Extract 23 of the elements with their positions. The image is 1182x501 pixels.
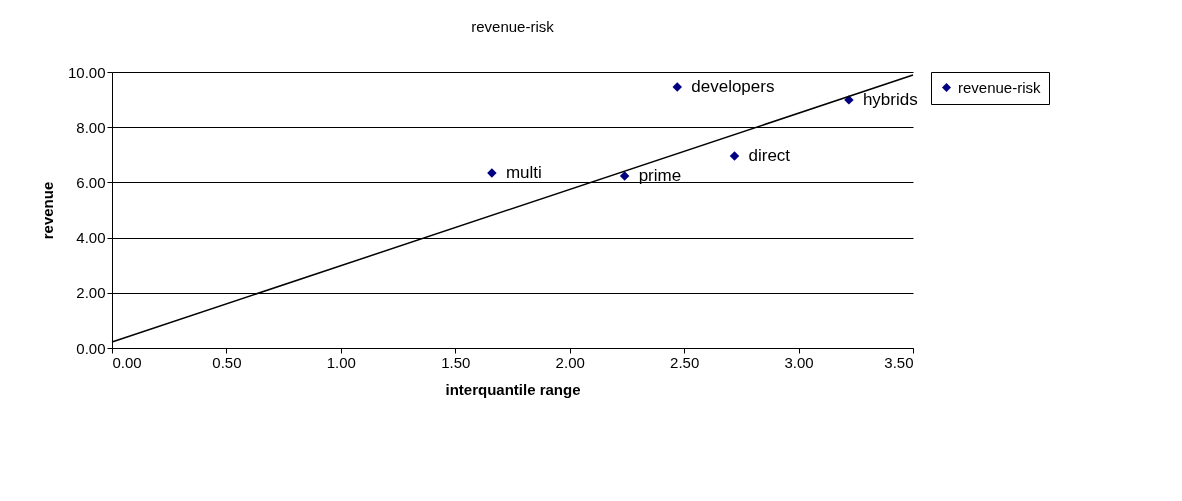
y-tick-label: 8.00 <box>76 118 106 136</box>
chart-title: revenue-risk <box>471 18 555 35</box>
x-tick-label: 2.00 <box>555 353 585 371</box>
x-tick-label: 2.50 <box>670 353 700 371</box>
x-tick-label: 0.00 <box>112 353 142 371</box>
x-tick-label: 0.50 <box>212 353 242 371</box>
y-tick-label: 0.00 <box>76 339 106 357</box>
annotation: prime <box>638 166 682 186</box>
x-tick-label: 3.00 <box>784 353 814 371</box>
x-tick-label: 1.50 <box>441 353 471 371</box>
annotation: hybrids <box>862 89 918 109</box>
y-tick-label: 6.00 <box>76 173 106 191</box>
annotation: direct <box>748 145 791 165</box>
y-tick-label: 10.00 <box>67 63 106 81</box>
y-tick-label: 2.00 <box>76 284 106 302</box>
x-tick-label: 3.50 <box>884 353 914 371</box>
x-tick-label: 1.00 <box>326 353 356 371</box>
x-axis-title: interquantile range <box>445 380 581 398</box>
y-axis-title: revenue <box>38 181 56 240</box>
legend-label: revenue-risk <box>958 78 1042 96</box>
annotation: multi <box>505 163 542 183</box>
annotation: developers <box>691 76 775 96</box>
y-tick-label: 4.00 <box>76 229 106 247</box>
